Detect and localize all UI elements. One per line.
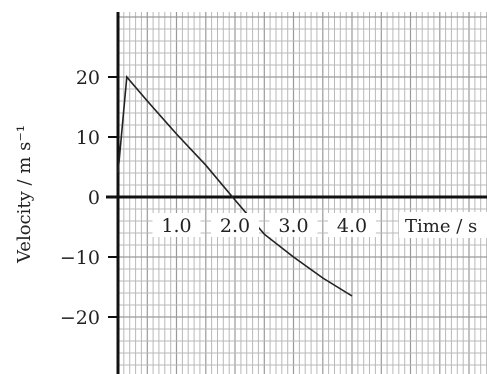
axes — [106, 12, 487, 374]
series — [117, 75, 353, 297]
x-tick-label: 4.0 — [337, 215, 367, 237]
x-tick-label: 3.0 — [278, 215, 308, 237]
grid — [118, 12, 487, 374]
labels: 20 10 0 −10 −20 1.0 2.0 3.0 4.0 Time / s Velocity … — [14, 67, 487, 329]
x-tick-label-background — [211, 213, 259, 237]
y-tick-label: 20 — [76, 67, 100, 89]
x-axis-title: Time / s — [405, 216, 477, 237]
y-tick-label: 0 — [88, 187, 100, 209]
x-tick-label-background — [269, 213, 318, 237]
x-tick-label: 2.0 — [220, 215, 250, 237]
x-tick-label-background — [328, 213, 376, 237]
y-axis-title: Velocity / m s⁻¹ — [14, 125, 35, 264]
y-tick-label: −20 — [60, 307, 100, 329]
series-line-0 — [117, 75, 353, 297]
y-tick-label: 10 — [76, 127, 100, 149]
x-tick-label: 1.0 — [161, 215, 191, 237]
y-tick-label: −10 — [60, 247, 100, 269]
x-tick-label-background — [152, 213, 201, 237]
x-axis-title-background — [399, 212, 487, 238]
